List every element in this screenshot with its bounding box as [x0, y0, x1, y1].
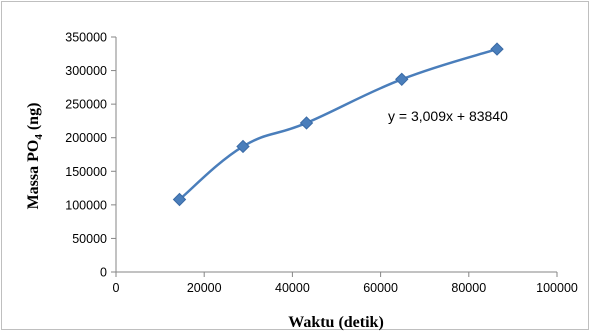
- x-tick-label: 40000: [275, 281, 310, 295]
- y-tick-label: 200000: [65, 131, 107, 145]
- data-point-marker: [236, 139, 250, 154]
- y-axis-title-subscript: 4: [33, 134, 45, 140]
- x-axis-title: Waktu (detik): [288, 314, 384, 331]
- y-tick-label: 50000: [72, 232, 107, 246]
- y-tick-label: 350000: [65, 31, 107, 45]
- y-tick-label: 0: [100, 266, 107, 280]
- data-point-marker: [299, 116, 314, 130]
- y-tick-label: 150000: [65, 165, 107, 179]
- x-tick-label: 60000: [363, 281, 398, 295]
- y-axis-title-unit: (ng): [25, 103, 42, 135]
- x-tick-label: 0: [113, 281, 120, 295]
- data-markers: [172, 42, 504, 207]
- data-point-marker: [490, 42, 504, 56]
- y-tick-label: 300000: [65, 64, 107, 78]
- data-point-marker: [172, 192, 187, 207]
- x-tick-label: 80000: [451, 281, 486, 295]
- x-tick-label: 100000: [536, 281, 578, 295]
- y-axis-title-main: Massa PO: [25, 140, 42, 210]
- x-tick-labels: 0 20000 40000 60000 80000 100000: [113, 272, 578, 295]
- y-tick-labels: 0 50000 100000 150000 200000 250000 300000 3500…: [65, 31, 116, 280]
- y-tick-label: 250000: [65, 98, 107, 112]
- data-point-marker: [395, 72, 409, 87]
- y-axis-title: Massa PO4 (ng): [25, 103, 45, 210]
- y-tick-label: 100000: [65, 198, 107, 212]
- trendline-equation: y = 3,009x + 83840: [388, 108, 508, 124]
- x-tick-label: 20000: [187, 281, 222, 295]
